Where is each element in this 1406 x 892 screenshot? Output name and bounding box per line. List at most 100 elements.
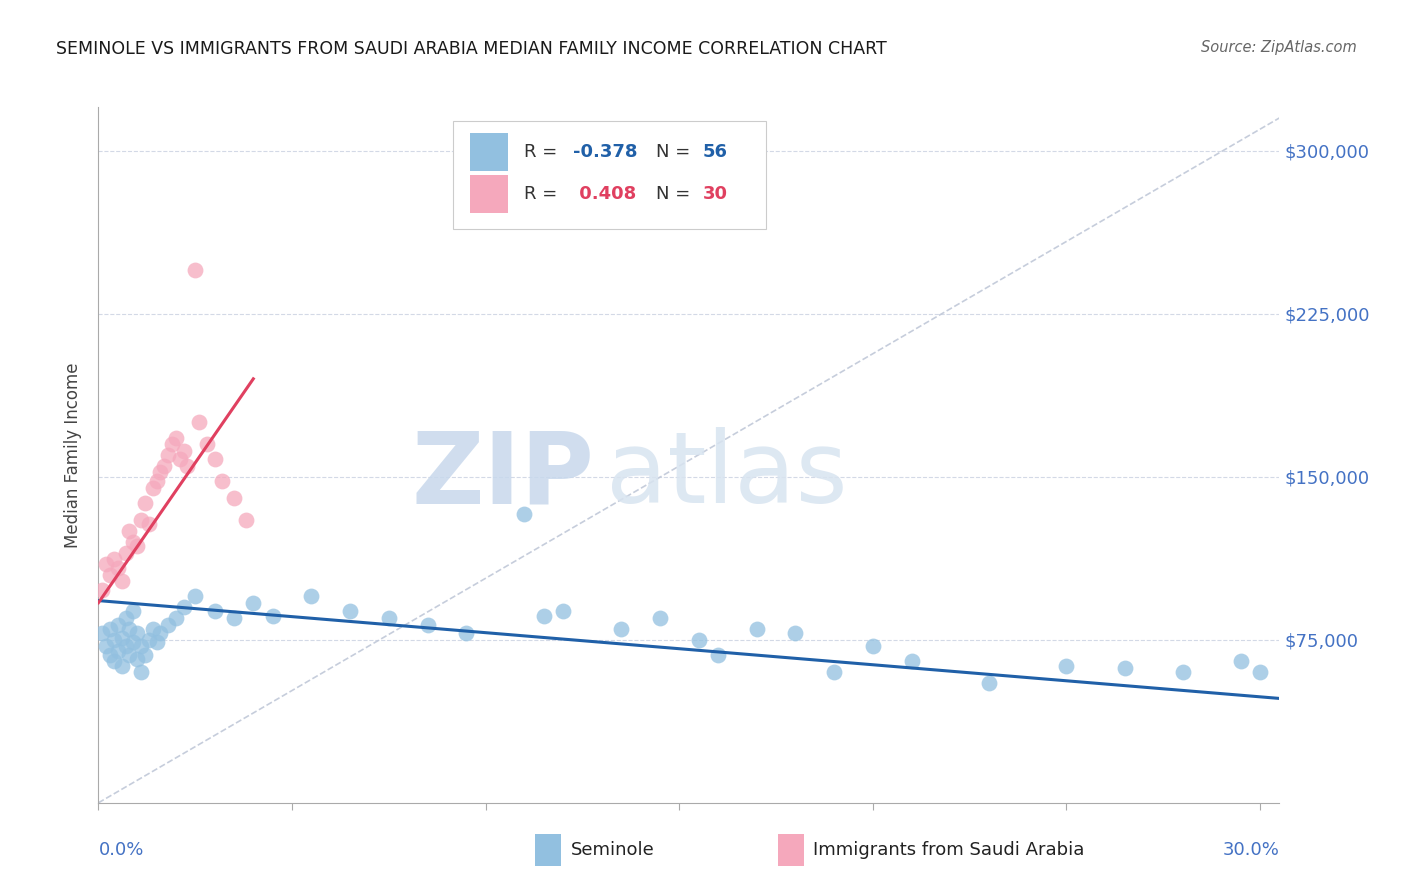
Text: R =: R = (523, 144, 562, 161)
Point (378, 611, 401, 625)
Point (169, 452, 191, 467)
Point (134, 496, 156, 510)
Point (134, 648, 156, 662)
Point (1229, 655, 1251, 669)
Point (1171, 665, 1194, 680)
Point (222, 491, 245, 506)
Text: N =: N = (655, 185, 696, 203)
Bar (471, 175, 508, 213)
Bar (778, 834, 803, 866)
Point (1114, 661, 1136, 675)
Text: N =: N = (655, 144, 696, 161)
Text: 30.0%: 30.0% (1223, 841, 1279, 859)
Point (118, 648, 141, 662)
Point (98, 622, 121, 636)
Point (114, 611, 136, 625)
Point (127, 539, 149, 553)
Point (142, 481, 165, 495)
Point (127, 626, 149, 640)
Text: ZIP: ZIP (412, 427, 595, 524)
Point (107, 617, 129, 632)
Point (114, 546, 136, 560)
Point (127, 652, 149, 666)
Text: Immigrants from Saudi Arabia: Immigrants from Saudi Arabia (813, 841, 1084, 859)
Point (513, 507, 536, 521)
Point (173, 443, 195, 458)
Text: R =: R = (523, 185, 562, 203)
Point (149, 626, 172, 640)
Point (98, 648, 121, 662)
Point (98, 567, 121, 582)
Point (107, 643, 129, 657)
Text: 0.408: 0.408 (574, 185, 637, 203)
Point (262, 608, 284, 623)
Point (149, 466, 172, 480)
Point (107, 561, 129, 575)
Point (142, 622, 165, 636)
FancyBboxPatch shape (453, 121, 766, 229)
Point (118, 524, 141, 538)
Point (339, 605, 361, 619)
Point (707, 648, 730, 662)
Point (122, 535, 145, 549)
Point (211, 474, 233, 488)
Point (96, 557, 118, 571)
Point (122, 605, 145, 619)
Point (610, 622, 633, 636)
Point (157, 617, 180, 632)
Point (165, 431, 187, 445)
Point (145, 635, 167, 649)
Point (551, 605, 574, 619)
Point (138, 517, 160, 532)
Point (145, 474, 167, 488)
Point (138, 632, 160, 647)
Text: 0.0%: 0.0% (98, 841, 143, 859)
Point (222, 611, 245, 625)
Point (977, 676, 1000, 690)
Point (91, 626, 114, 640)
Point (533, 608, 555, 623)
Point (1056, 658, 1078, 673)
Point (745, 622, 768, 636)
Point (204, 452, 226, 467)
Point (111, 658, 134, 673)
Point (900, 655, 922, 669)
Point (173, 600, 195, 615)
Point (785, 626, 807, 640)
Point (103, 655, 125, 669)
Point (648, 611, 671, 625)
Point (103, 632, 125, 647)
Text: 56: 56 (703, 144, 728, 161)
Point (111, 631, 134, 645)
Text: SEMINOLE VS IMMIGRANTS FROM SAUDI ARABIA MEDIAN FAMILY INCOME CORRELATION CHART: SEMINOLE VS IMMIGRANTS FROM SAUDI ARABIA… (56, 40, 887, 58)
Point (184, 263, 207, 277)
Point (160, 437, 183, 451)
Point (96, 639, 118, 653)
Y-axis label: Median Family Income: Median Family Income (65, 362, 83, 548)
Point (129, 639, 152, 653)
Point (299, 589, 322, 603)
Bar (471, 133, 508, 171)
Text: atlas: atlas (606, 427, 848, 524)
Point (153, 458, 176, 473)
Text: 30: 30 (703, 185, 728, 203)
Bar (536, 834, 561, 866)
Point (1249, 665, 1271, 680)
Point (111, 574, 134, 588)
Point (204, 605, 226, 619)
Point (114, 639, 136, 653)
Point (188, 415, 211, 429)
Point (176, 458, 198, 473)
Point (235, 513, 257, 527)
Point (118, 622, 141, 636)
Point (129, 665, 152, 680)
Point (456, 626, 478, 640)
Point (103, 552, 125, 566)
Point (157, 448, 180, 462)
Text: -0.378: -0.378 (574, 144, 638, 161)
Point (195, 437, 218, 451)
Point (862, 639, 884, 653)
Point (122, 635, 145, 649)
Point (184, 589, 207, 603)
Point (416, 617, 439, 632)
